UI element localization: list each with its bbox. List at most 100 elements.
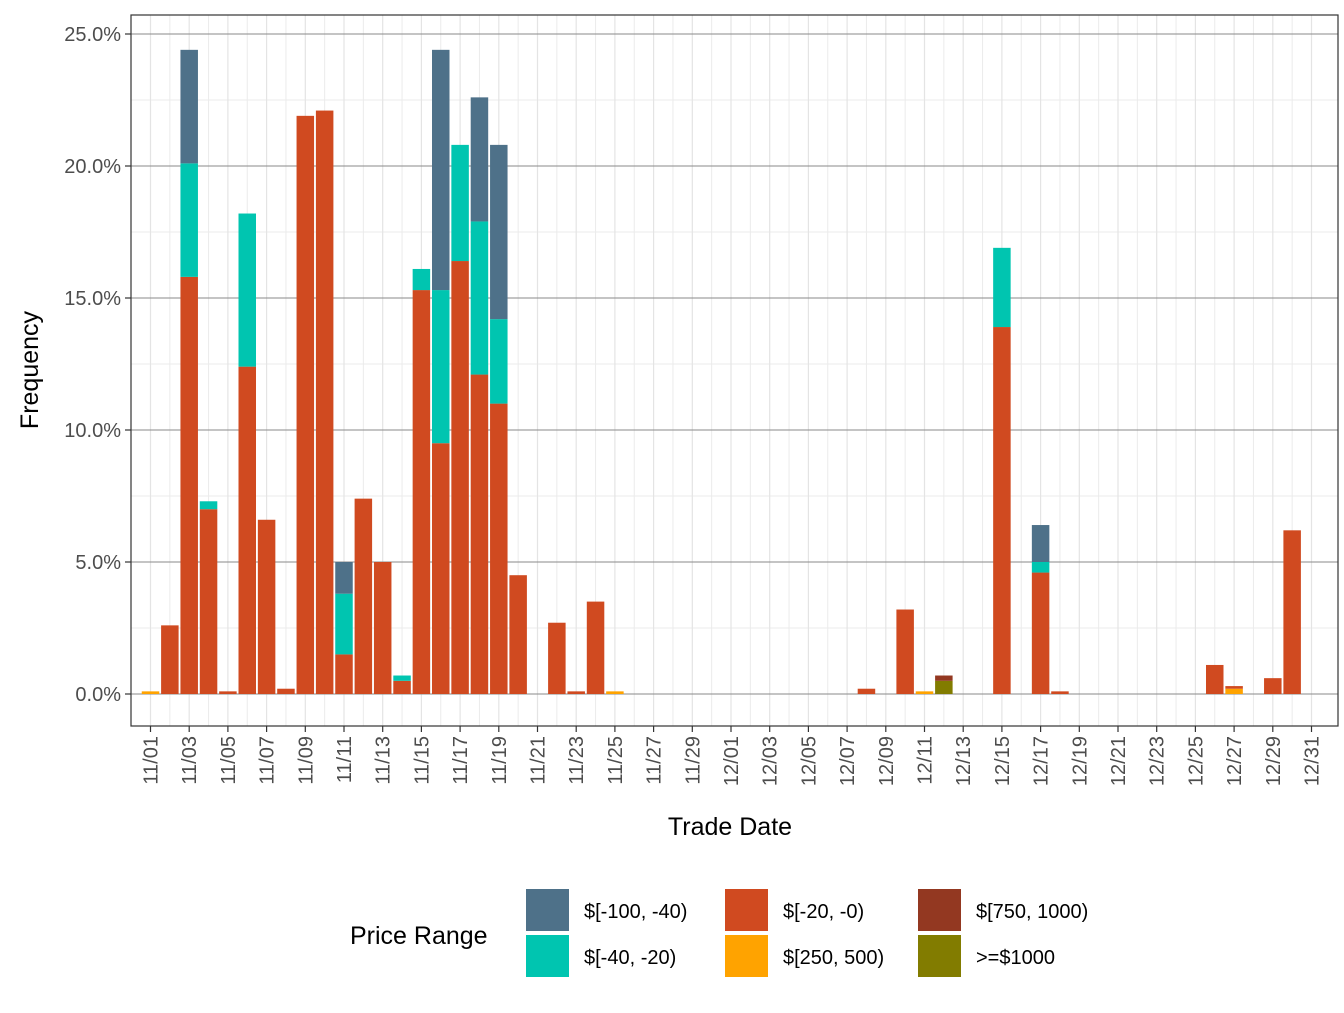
legend: Price Range $[-100, -40) $[-40, -20) $[-20…: [350, 889, 1088, 977]
x-tick-label: 11/05: [218, 736, 240, 785]
bar-segment: [238, 366, 256, 694]
x-tick-label: 11/25: [605, 736, 627, 785]
axes-layer: 0.0% 5.0% 10.0% 15.0% 20.0% 25.0% 11/01 11/03 11…: [64, 24, 1323, 786]
bar-segment: [412, 290, 431, 694]
legend-swatch: [918, 889, 961, 931]
y-tick-label: 25.0%: [64, 24, 121, 46]
legend-label: $[-100, -40): [584, 901, 687, 923]
bar-segment: [1031, 572, 1050, 694]
bar-segment: [1051, 691, 1069, 694]
bar-segment: [373, 562, 392, 694]
legend-label: $[250, 500): [783, 947, 884, 969]
x-tick-label: 12/01: [721, 736, 743, 786]
y-tick-label: 20.0%: [64, 156, 121, 178]
bar-segment: [180, 49, 198, 164]
bar-segment: [1225, 686, 1243, 689]
x-tick-label: 11/01: [141, 736, 163, 785]
legend-label: $[750, 1000): [976, 901, 1088, 923]
bar-segment: [548, 622, 566, 694]
bar-segment: [567, 691, 585, 694]
bar-segment: [470, 221, 489, 375]
x-tick-label: 12/05: [798, 736, 820, 786]
bar-segment: [277, 688, 295, 694]
bar-segment: [199, 509, 218, 694]
x-tick-label: 11/03: [179, 736, 201, 785]
bar-segment: [490, 403, 508, 694]
x-tick-label: 11/23: [566, 736, 588, 785]
bar-segment: [180, 276, 198, 694]
legend-swatch: [918, 935, 961, 977]
bar-segment: [935, 675, 953, 681]
bar-segment: [470, 97, 489, 222]
legend-swatch: [526, 889, 569, 931]
bar-segment: [393, 675, 411, 681]
legend-swatch: [526, 935, 569, 977]
bar-segment: [296, 115, 315, 695]
legend-swatch: [725, 935, 768, 977]
x-tick-label: 11/19: [489, 736, 511, 785]
y-tick-label: 0.0%: [75, 684, 121, 706]
bar-segment: [335, 654, 353, 694]
x-tick-label: 12/21: [1108, 736, 1130, 786]
legend-swatch: [725, 889, 768, 931]
bar-segment: [432, 443, 450, 694]
x-tick-label: 12/27: [1224, 736, 1246, 786]
x-tick-label: 12/19: [1069, 736, 1091, 786]
x-tick-label: 12/11: [915, 736, 937, 785]
bar-segment: [315, 110, 334, 694]
y-tick-label: 5.0%: [75, 552, 121, 574]
bar-segment: [490, 319, 508, 404]
y-tick-label: 10.0%: [64, 420, 121, 442]
bar-segment: [432, 290, 450, 444]
bar-segment: [393, 680, 411, 694]
x-tick-label: 11/09: [295, 736, 317, 785]
bar-segment: [257, 519, 276, 694]
bar-segment: [857, 688, 876, 694]
bar-segment: [1225, 688, 1243, 694]
plot-panel-border: [130, 14, 1339, 727]
bar-segment: [354, 498, 373, 694]
bar-segment: [1031, 562, 1050, 573]
legend-label: >=$1000: [976, 947, 1055, 969]
legend-label: $[-20, -0): [783, 901, 864, 923]
x-axis-title: Trade Date: [668, 813, 792, 841]
bar-segment: [1206, 664, 1224, 694]
bar-segment: [993, 247, 1011, 328]
bar-segment: [490, 144, 508, 320]
bar-segment: [161, 625, 179, 694]
bar-segment: [896, 609, 914, 694]
x-tick-label: 12/25: [1185, 736, 1207, 786]
bar-segment: [412, 268, 431, 291]
x-tick-label: 12/23: [1147, 736, 1169, 786]
bar-segment: [451, 261, 469, 694]
x-tick-label: 11/27: [644, 736, 666, 785]
y-axis-title: Frequency: [16, 310, 44, 429]
bar-segment: [451, 144, 469, 262]
bar-segment: [141, 691, 160, 694]
x-tick-label: 12/13: [953, 736, 975, 786]
y-tick-label: 15.0%: [64, 288, 121, 310]
bar-segment: [586, 601, 605, 694]
bar-segment: [606, 691, 624, 694]
x-tick-label: 12/07: [837, 736, 859, 786]
bar-segment: [219, 691, 237, 694]
x-tick-label: 12/29: [1263, 736, 1285, 786]
bar-segment: [915, 691, 934, 694]
x-tick-label: 11/13: [373, 736, 395, 785]
bar-segment: [1264, 678, 1282, 694]
bar-segment: [180, 163, 198, 277]
x-tick-label: 11/29: [682, 736, 704, 785]
x-tick-label: 12/31: [1302, 736, 1324, 786]
x-tick-label: 12/15: [992, 736, 1014, 786]
x-tick-label: 12/17: [1031, 736, 1053, 786]
x-tick-label: 11/15: [411, 736, 433, 785]
bar-segment: [993, 327, 1011, 694]
x-tick-label: 11/17: [450, 736, 472, 785]
x-tick-label: 11/11: [334, 736, 356, 783]
bar-segment: [335, 593, 353, 655]
bars-layer: [141, 49, 1301, 695]
x-tick-label: 11/21: [528, 736, 550, 785]
legend-title: Price Range: [350, 922, 488, 950]
